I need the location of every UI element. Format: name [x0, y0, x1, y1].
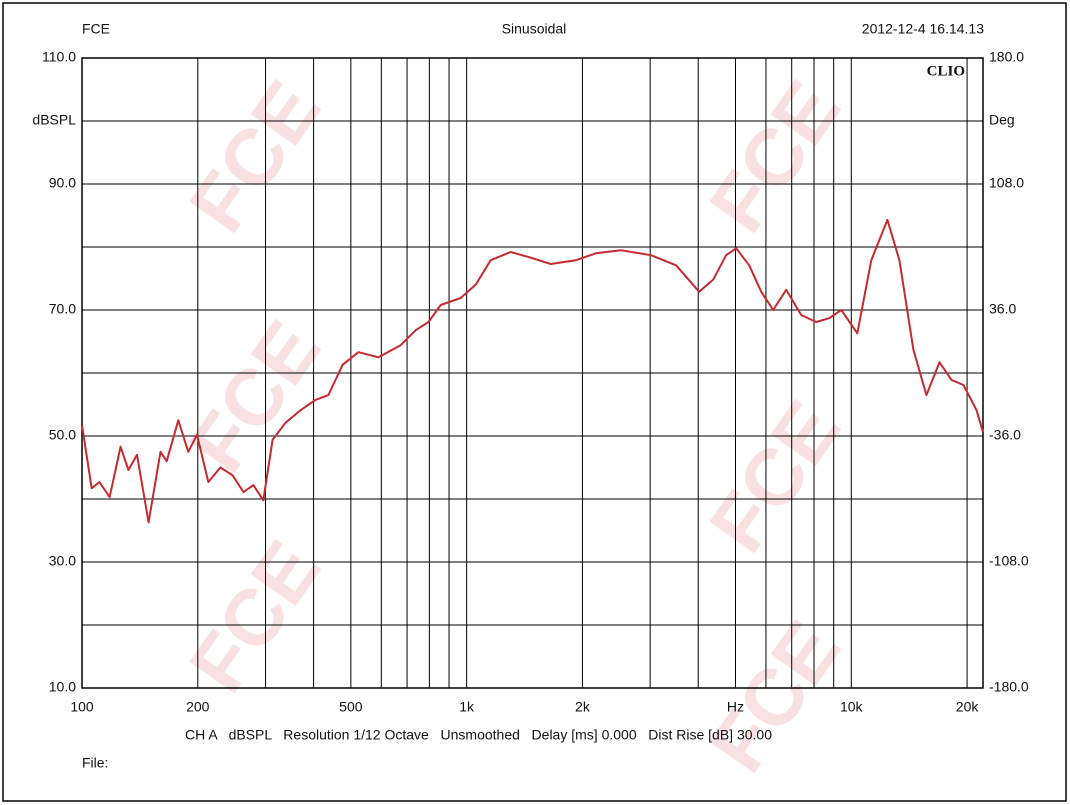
header-left: FCE	[82, 21, 110, 37]
x-tick-label: Hz	[727, 699, 744, 715]
x-tick-label: 20k	[956, 699, 980, 715]
x-tick-label: 2k	[575, 699, 591, 715]
footer-settings: CH A dBSPL Resolution 1/12 Octave Unsmoo…	[185, 727, 772, 743]
response-curve	[81, 218, 984, 524]
y-tick-label: 70.0	[49, 301, 76, 317]
header-center: Sinusoidal	[502, 21, 567, 37]
x-tick-label: 500	[339, 699, 363, 715]
x-tick-label: 1k	[459, 699, 475, 715]
x-tick-label: 10k	[840, 699, 864, 715]
footer-file: File:	[82, 755, 108, 771]
x-tick-label: 100	[70, 699, 94, 715]
y2-tick-label: 108.0	[989, 175, 1024, 191]
header-right: 2012-12-4 16.14.13	[862, 21, 984, 37]
y2-tick-label: -108.0	[989, 553, 1029, 569]
y-axis-label: dBSPL	[32, 112, 76, 128]
y-tick-label: 90.0	[49, 175, 76, 191]
x-tick-label: 200	[186, 699, 210, 715]
y-tick-label: 30.0	[49, 553, 76, 569]
y2-tick-label: -36.0	[989, 427, 1021, 443]
y2-tick-label: 36.0	[989, 301, 1016, 317]
plot-border	[81, 57, 984, 689]
y2-tick-label: -180.0	[989, 679, 1029, 695]
y-tick-label: 10.0	[49, 679, 76, 695]
brand: CLIO	[927, 63, 965, 79]
y2-axis-label: Deg	[989, 112, 1015, 128]
y-tick-label: 110.0	[42, 49, 76, 65]
y-tick-label: 50.0	[49, 427, 76, 443]
y2-tick-label: 180.0	[989, 49, 1024, 65]
